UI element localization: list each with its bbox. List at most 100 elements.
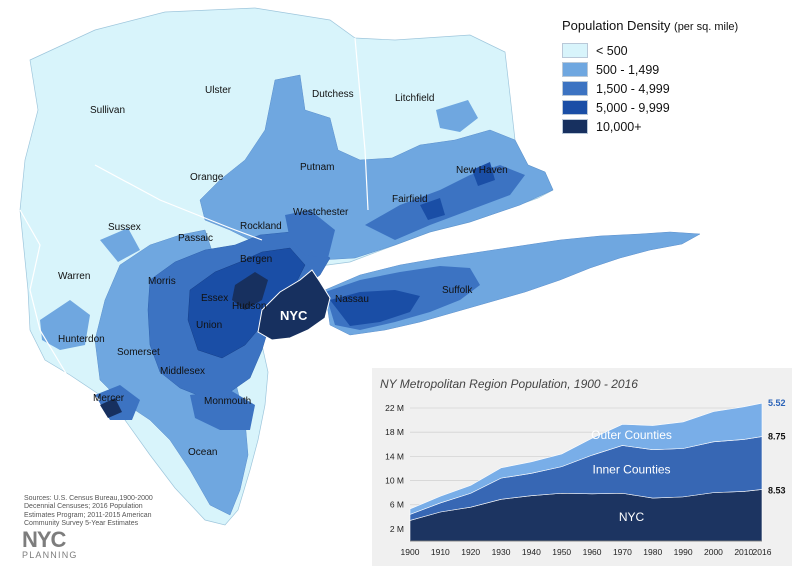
label-new-haven: New Haven: [456, 165, 508, 176]
x-tick-label: 1940: [522, 547, 541, 557]
label-dutchess: Dutchess: [312, 89, 354, 100]
label-morris: Morris: [148, 276, 176, 287]
x-tick-label: 1900: [401, 547, 420, 557]
series-label: NYC: [619, 510, 645, 524]
label-rockland: Rockland: [240, 221, 282, 232]
label-fairfield: Fairfield: [392, 194, 428, 205]
legend-title: Population Density (per sq. mile): [562, 18, 792, 33]
nyc-planning-logo: NYC PLANNING: [22, 527, 112, 562]
label-nassau: Nassau: [335, 294, 369, 305]
end-value-label: 8.75: [768, 432, 786, 442]
region-trenton: [100, 398, 122, 418]
logo-main-text: NYC: [22, 527, 66, 552]
legend-swatch: [562, 119, 588, 134]
long-island: [324, 231, 701, 336]
end-value-label: 5.52: [768, 398, 786, 408]
label-passaic: Passaic: [178, 233, 213, 244]
label-suffolk: Suffolk: [442, 285, 473, 296]
label-nyc: NYC: [280, 308, 308, 323]
label-bergen: Bergen: [240, 254, 272, 265]
density-legend: Population Density (per sq. mile) < 500 5…: [562, 18, 792, 136]
region-monmouth: [190, 390, 255, 430]
x-tick-label: 1960: [583, 547, 602, 557]
sources-note: Sources: U.S. Census Bureau,1900-2000 De…: [24, 495, 153, 528]
legend-swatch: [562, 43, 588, 58]
series-label: Inner Counties: [592, 462, 670, 476]
population-chart-svg: 2 M 6 M 10 M 14 M 18 M 22 M NYC Inner Counties O…: [385, 398, 786, 557]
x-tick-label: 1950: [552, 547, 571, 557]
x-tick-label: 2000: [704, 547, 723, 557]
label-union: Union: [196, 320, 222, 331]
x-tick-label: 1990: [674, 547, 693, 557]
x-tick-label: 1970: [613, 547, 632, 557]
region-outer-patch-2: [436, 100, 478, 132]
legend-label: 500 - 1,499: [596, 62, 660, 77]
label-essex: Essex: [201, 293, 228, 304]
y-tick-label: 6 M: [390, 500, 404, 510]
legend-label: 1,500 - 4,999: [596, 81, 670, 96]
label-hunterdon: Hunterdon: [58, 334, 105, 345]
county-labels: Sullivan Ulster Dutchess Litchfield Oran…: [58, 85, 508, 458]
region-band-mid-north: [199, 74, 554, 261]
x-tick-label: 1910: [431, 547, 450, 557]
label-putnam: Putnam: [300, 162, 334, 173]
label-sullivan: Sullivan: [90, 105, 125, 116]
y-tick-label: 22 M: [385, 403, 404, 413]
legend-item: 5,000 - 9,999: [562, 98, 792, 117]
population-chart: 2 M 6 M 10 M 14 M 18 M 22 M NYC Inner Counties O…: [372, 368, 792, 566]
label-warren: Warren: [58, 271, 90, 282]
y-tick-label: 10 M: [385, 476, 404, 486]
label-somerset: Somerset: [117, 347, 160, 358]
legend-item: 1,500 - 4,999: [562, 79, 792, 98]
end-value-label: 8.53: [768, 485, 786, 495]
label-litchfield: Litchfield: [395, 93, 434, 104]
label-middlesex: Middlesex: [160, 366, 205, 377]
border-nj-pa: [19, 209, 101, 401]
region-newhaven-core: [472, 162, 495, 186]
x-tick-label: 2010: [734, 547, 753, 557]
legend-item: < 500: [562, 41, 792, 60]
y-tick-label: 2 M: [390, 524, 404, 534]
y-tick-label: 18 M: [385, 427, 404, 437]
logo-sub-text: PLANNING: [22, 550, 78, 560]
legend-swatch: [562, 62, 588, 77]
legend-title-main: Population Density: [562, 18, 671, 33]
region-highest: [232, 269, 331, 341]
legend-rows: < 500 500 - 1,499 1,500 - 4,999 5,000 - 9,9…: [562, 41, 792, 136]
region-hudson-core: [232, 272, 268, 310]
region-westchester: [285, 210, 335, 258]
y-tick-label: 14 M: [385, 451, 404, 461]
border-ny-nj: [94, 164, 263, 241]
nyc-area: [257, 269, 331, 341]
x-tick-label: 1980: [643, 547, 662, 557]
legend-label: 10,000+: [596, 119, 642, 134]
x-tick-label: 1920: [461, 547, 480, 557]
label-hudson: Hudson: [232, 301, 266, 312]
legend-item: 500 - 1,499: [562, 60, 792, 79]
region-outer-patch-3: [100, 228, 140, 262]
legend-label: 5,000 - 9,999: [596, 100, 670, 115]
label-ulster: Ulster: [205, 85, 232, 96]
legend-title-unit: (per sq. mile): [674, 21, 739, 33]
legend-item: 10,000+: [562, 117, 792, 136]
chart-title: NY Metropolitan Region Population, 1900 …: [380, 377, 638, 391]
legend-swatch: [562, 100, 588, 115]
region-coast-ct: [365, 165, 525, 240]
series-label: Outer Counties: [591, 428, 672, 442]
region-bridgeport: [420, 198, 445, 220]
border-ny-ct: [354, 37, 369, 211]
x-tick-label: 2016: [753, 547, 772, 557]
label-monmouth: Monmouth: [204, 396, 251, 407]
area-series: [409, 402, 763, 515]
legend-label: < 500: [596, 43, 628, 58]
label-sussex: Sussex: [108, 222, 141, 233]
label-ocean: Ocean: [188, 447, 217, 458]
legend-swatch: [562, 81, 588, 96]
long-island-dense-2: [330, 290, 420, 326]
region-outer-patch-1: [40, 300, 90, 350]
state-borders: [19, 37, 369, 401]
label-mercer: Mercer: [93, 393, 125, 404]
label-orange: Orange: [190, 172, 224, 183]
label-westchester: Westchester: [293, 207, 349, 218]
